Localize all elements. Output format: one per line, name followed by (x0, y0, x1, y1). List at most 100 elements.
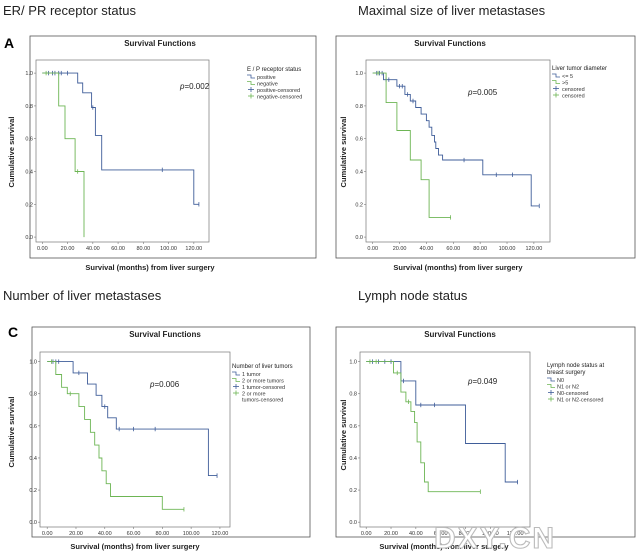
panel-letter-a: A (4, 35, 14, 51)
y-axis-label: Cumulative survival (7, 397, 16, 468)
legend-entry: >5 (562, 81, 568, 87)
x-tick-label: 40.00 (98, 531, 112, 537)
section-title-b: Maximal size of liver metastases (358, 3, 546, 18)
x-tick-label: 100.00 (482, 531, 499, 537)
y-axis-label: Cumulative survival (339, 400, 348, 471)
p-value-symbol: p (467, 88, 473, 97)
section-title-c: Number of liver metastases (3, 288, 162, 303)
legend-title: Liver tumor diameter (552, 66, 607, 72)
legend-line-swatch (247, 74, 255, 79)
legend-entry: 1 tumor (242, 372, 261, 378)
watermark: DXY.CN (434, 522, 556, 555)
x-tick-label: 20.00 (69, 531, 83, 537)
legend-line-swatch (547, 384, 555, 388)
y-tick-label: 0.8 (355, 104, 363, 110)
legend-entry: <= 5 (562, 74, 573, 80)
y-tick-label: 0.6 (349, 424, 357, 430)
x-tick-label: 60.00 (111, 246, 125, 252)
chart-title: Survival Functions (129, 330, 201, 339)
legend-line-swatch (232, 371, 240, 376)
legend-entry: N1 or N2 (557, 385, 579, 391)
legend-entry: N0-censored (557, 391, 589, 397)
y-tick-label: 0.4 (29, 456, 37, 462)
p-value-symbol: p (149, 380, 155, 389)
x-tick-label: 40.00 (86, 246, 100, 252)
x-tick-label: 20.00 (61, 246, 75, 252)
survival-curve-positive (42, 72, 199, 205)
legend-entry: 2 or more tumors (242, 379, 284, 385)
y-axis-label: Cumulative survival (7, 117, 16, 188)
legend-line-swatch (552, 73, 560, 78)
legend-title: breast surgery (547, 370, 585, 376)
legend-entry: censored (562, 87, 585, 93)
legend-line-swatch (547, 377, 555, 382)
x-tick-label: 80.00 (473, 246, 487, 252)
legend-entry: N0 (557, 378, 564, 384)
y-tick-label: 0.8 (349, 392, 357, 398)
chart-panel-a: Survival Functions Cumulative survival Sur… (7, 35, 317, 272)
p-value: p=0.005 (467, 88, 498, 97)
chart-panel-b: Survival Functions Cumulative survival Sur… (335, 35, 636, 272)
legend-entry: 1 tumor-censored (242, 385, 285, 391)
x-tick-label: 40.00 (420, 246, 434, 252)
y-tick-label: 0.8 (25, 104, 33, 110)
x-tick-label: 120.00 (185, 246, 202, 252)
x-tick-label: 0.00 (367, 246, 378, 252)
y-tick-label: 0.0 (29, 520, 37, 526)
y-tick-label: 0.2 (349, 488, 357, 494)
legend-entry: negative (257, 82, 278, 88)
p-value-symbol: p (467, 377, 473, 386)
x-tick-label: 100.00 (499, 246, 516, 252)
x-tick-label: 0.00 (42, 531, 53, 537)
x-tick-label: 0.00 (361, 531, 372, 537)
legend-line-swatch (247, 81, 255, 85)
p-value-number: =0.006 (154, 380, 179, 389)
y-tick-label: 0.8 (29, 392, 37, 398)
y-tick-label: 0.4 (355, 169, 363, 175)
x-tick-label: 80.00 (155, 531, 169, 537)
x-tick-label: 60.00 (434, 531, 448, 537)
survival-curve-1-tumor (47, 361, 217, 477)
survival-curve--5 (372, 72, 540, 207)
y-axis-label: Cumulative survival (339, 117, 348, 188)
p-value-number: =0.002 (184, 82, 209, 91)
x-tick-label: 20.00 (393, 246, 407, 252)
x-tick-label: 100.00 (183, 531, 200, 537)
x-tick-label: 0.00 (37, 246, 48, 252)
section-title-d: Lymph node status (358, 288, 468, 303)
x-tick-label: 40.00 (409, 531, 423, 537)
plot-area (35, 59, 210, 243)
legend-line-swatch (232, 378, 240, 382)
x-tick-label: 80.00 (136, 246, 150, 252)
y-tick-label: 0.2 (29, 488, 37, 494)
chart-panel-d: Survival Functions Cumulative survival Sur… (335, 326, 636, 551)
y-tick-label: 0.6 (29, 424, 37, 430)
chart-title: Survival Functions (424, 330, 496, 339)
y-tick-label: 0.6 (25, 137, 33, 143)
x-tick-label: 60.00 (127, 531, 141, 537)
x-tick-label: 20.00 (384, 531, 398, 537)
x-tick-label: 60.00 (446, 246, 460, 252)
x-axis-label: Survival (months) from liver surgery (379, 542, 509, 551)
y-tick-label: 1.0 (355, 71, 363, 77)
legend-title: Lymph node status at (547, 363, 604, 369)
y-tick-label: 0.0 (355, 235, 363, 241)
p-value-symbol: p (179, 82, 185, 91)
legend-entry: negative-censored (257, 95, 302, 101)
y-tick-label: 0.2 (355, 202, 363, 208)
y-tick-label: 1.0 (349, 360, 357, 366)
p-value-number: =0.049 (472, 377, 497, 386)
plot-area (359, 351, 531, 528)
y-tick-label: 0.6 (355, 137, 363, 143)
plot-area (39, 351, 231, 528)
legend-entry-cont: tumors-censored (242, 398, 283, 404)
x-tick-label: 100.00 (160, 246, 177, 252)
legend-title: Number of liver tumors (232, 364, 293, 370)
p-value: p=0.049 (467, 377, 498, 386)
y-tick-label: 0.0 (25, 235, 33, 241)
x-axis-label: Survival (months) from liver surgery (85, 263, 215, 272)
y-tick-label: 0.2 (25, 202, 33, 208)
x-tick-label: 80.00 (459, 531, 473, 537)
section-title-a: ER/ PR receptor status (3, 3, 136, 18)
